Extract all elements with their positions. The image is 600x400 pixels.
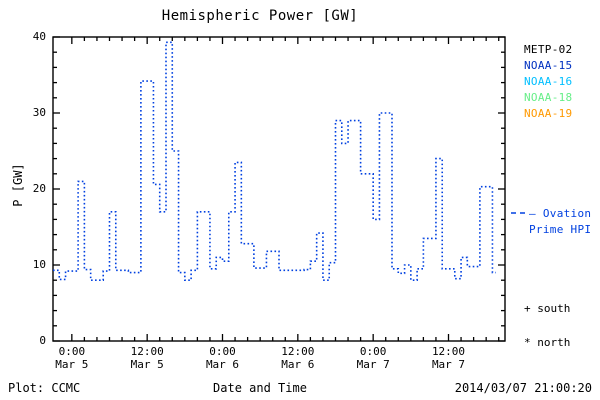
y-tick-label: 10 (32, 258, 46, 271)
x-tick-label: 0:00 Mar 7 (343, 345, 403, 371)
legend-item-noaa-18: NOAA-18 (524, 91, 573, 104)
x-axis-label: Date and Time (213, 381, 307, 395)
x-tick-label: 12:00 Mar 5 (117, 345, 177, 371)
ovation-prime-legend: — Ovation Prime HPI (529, 206, 591, 238)
marker-symbol-north: * (524, 336, 531, 349)
marker-label-south: south (530, 302, 571, 315)
x-tick-date: Mar 7 (356, 358, 390, 371)
legend-item-noaa-15: NOAA-15 (524, 59, 573, 72)
y-tick-label: 30 (32, 106, 46, 119)
x-tick-date: Mar 5 (130, 358, 164, 371)
x-tick-label: 0:00 Mar 6 (193, 345, 253, 371)
data-series-ovation-prime-hpi (53, 41, 496, 281)
x-tick-label: 12:00 Mar 6 (268, 345, 328, 371)
marker-label-north: north (530, 336, 571, 349)
y-tick-label: 40 (32, 30, 46, 43)
plot-timestamp: 2014/03/07 21:00:20 (454, 381, 592, 395)
plot-frame (52, 36, 506, 342)
x-tick-time: 12:00 (281, 345, 315, 358)
x-tick-date: Mar 5 (55, 358, 89, 371)
x-tick-time: 12:00 (130, 345, 164, 358)
x-tick-time: 0:00 (209, 345, 236, 358)
ovation-legend-line2: Prime HPI (529, 223, 592, 236)
legend-item-noaa-19: NOAA-19 (524, 107, 573, 120)
x-tick-time: 12:00 (431, 345, 466, 358)
y-tick-label: 0 (39, 334, 46, 347)
x-tick-time: 0:00 (359, 345, 387, 358)
x-tick-label: 0:00 Mar 5 (42, 345, 102, 371)
axis-ticks (53, 36, 505, 342)
x-tick-date: Mar 7 (431, 358, 466, 371)
x-tick-time: 0:00 (58, 345, 86, 358)
page-title: Hemispheric Power [GW] (161, 8, 359, 24)
ovation-legend-line1: — Ovation (529, 207, 592, 220)
x-tick-label: 12:00 Mar 7 (419, 345, 479, 371)
satellite-legend: METP-02 NOAA-15 NOAA-16 NOAA-18 NOAA-19 (524, 42, 572, 122)
marker-symbol-south: + (524, 302, 531, 315)
legend-item-metp-02: METP-02 (524, 43, 573, 56)
x-tick-date: Mar 6 (281, 358, 315, 371)
legend-item-noaa-16: NOAA-16 (524, 75, 573, 88)
x-tick-date: Mar 6 (205, 358, 240, 371)
marker-legend-south: + south (524, 302, 570, 315)
plot-source-label: Plot: CCMC (8, 381, 81, 395)
y-tick-label: 20 (32, 182, 46, 195)
marker-legend-north: * north (524, 336, 570, 349)
